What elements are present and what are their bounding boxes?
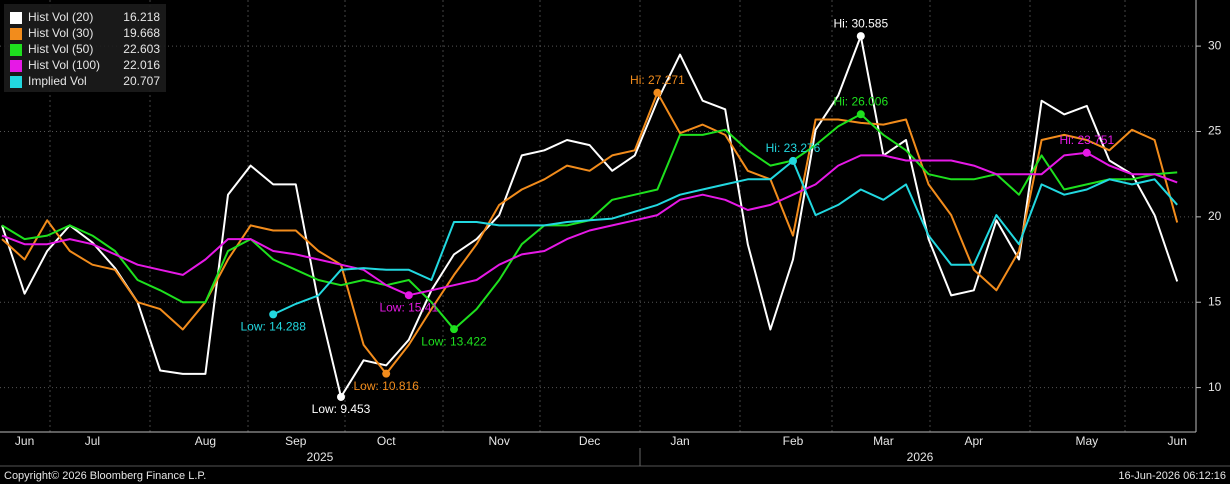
x-tick-label: Jun — [15, 434, 34, 448]
extreme-marker — [269, 310, 278, 319]
x-tick-label: Dec — [579, 434, 600, 448]
legend-swatch — [10, 44, 22, 56]
series-line — [1, 151, 1178, 297]
annotation-label: Hi: 23.276 — [766, 141, 821, 155]
x-tick-label: Feb — [783, 434, 804, 448]
legend-label: Hist Vol (30) — [28, 26, 93, 40]
x-tick-label: Sep — [285, 434, 307, 448]
legend-value: 20.707 — [123, 74, 160, 88]
legend-value: 22.603 — [123, 42, 160, 56]
extreme-marker — [450, 325, 458, 334]
x-tick-label: Oct — [377, 434, 396, 448]
y-tick-label: 25 — [1208, 124, 1222, 138]
year-label: 2025 — [307, 450, 334, 464]
extreme-marker — [789, 156, 797, 165]
legend-swatch — [10, 60, 22, 72]
legend-value: 16.218 — [123, 10, 160, 24]
timestamp: 16-Jun-2026 06:12:16 — [1118, 470, 1226, 482]
legend-label: Hist Vol (50) — [28, 42, 93, 56]
legend: Hist Vol (20) 16.218 Hist Vol (30) 19.668 Hi… — [4, 4, 166, 92]
legend-label: Hist Vol (100) — [28, 58, 100, 72]
extreme-marker — [856, 110, 865, 119]
legend-value: 22.016 — [123, 58, 160, 72]
x-tick-label: Mar — [873, 434, 894, 448]
annotation-label: Low: 10.816 — [354, 379, 420, 393]
legend-background — [4, 4, 166, 92]
annotation-label: Low: 9.453 — [312, 402, 371, 416]
extreme-marker — [653, 88, 662, 97]
y-tick-label: 20 — [1208, 209, 1222, 223]
x-tick-label: Jul — [85, 434, 100, 448]
x-tick-label: Apr — [964, 434, 983, 448]
extreme-marker — [404, 291, 413, 300]
legend-swatch — [10, 12, 22, 24]
annotation-label: Low: 13.422 — [421, 334, 487, 348]
annotation-label: Low: 14.288 — [241, 320, 307, 334]
legend-swatch — [10, 76, 22, 88]
extreme-marker — [337, 392, 345, 401]
annotation-label: Low: 15.41 — [379, 300, 438, 314]
annotation-label: Hi: 23.751 — [1059, 133, 1114, 147]
extreme-marker — [382, 369, 391, 378]
annotation-label: Hi: 30.585 — [833, 16, 888, 30]
annotation-label: Hi: 26.006 — [833, 94, 888, 108]
y-tick-label: 10 — [1208, 380, 1222, 394]
legend-label: Hist Vol (20) — [28, 10, 93, 24]
annotation-label: Hi: 27.271 — [630, 73, 685, 87]
series-line — [1, 35, 1179, 398]
copyright: Copyright© 2026 Bloomberg Finance L.P. — [4, 470, 206, 482]
legend-label: Implied Vol — [28, 74, 87, 88]
series-line — [272, 159, 1178, 316]
legend-swatch — [10, 28, 22, 40]
x-tick-label: Jun — [1168, 434, 1187, 448]
extreme-marker — [1082, 148, 1091, 157]
x-tick-label: May — [1075, 434, 1098, 448]
x-tick-label: Jan — [670, 434, 689, 448]
series-line — [1, 91, 1179, 375]
year-label: 2026 — [907, 450, 934, 464]
x-tick-label: Aug — [195, 434, 216, 448]
extreme-marker — [856, 32, 865, 41]
x-tick-label: Nov — [489, 434, 510, 448]
legend-value: 19.668 — [123, 26, 160, 40]
y-tick-label: 15 — [1208, 294, 1222, 308]
y-tick-label: 30 — [1208, 38, 1222, 52]
